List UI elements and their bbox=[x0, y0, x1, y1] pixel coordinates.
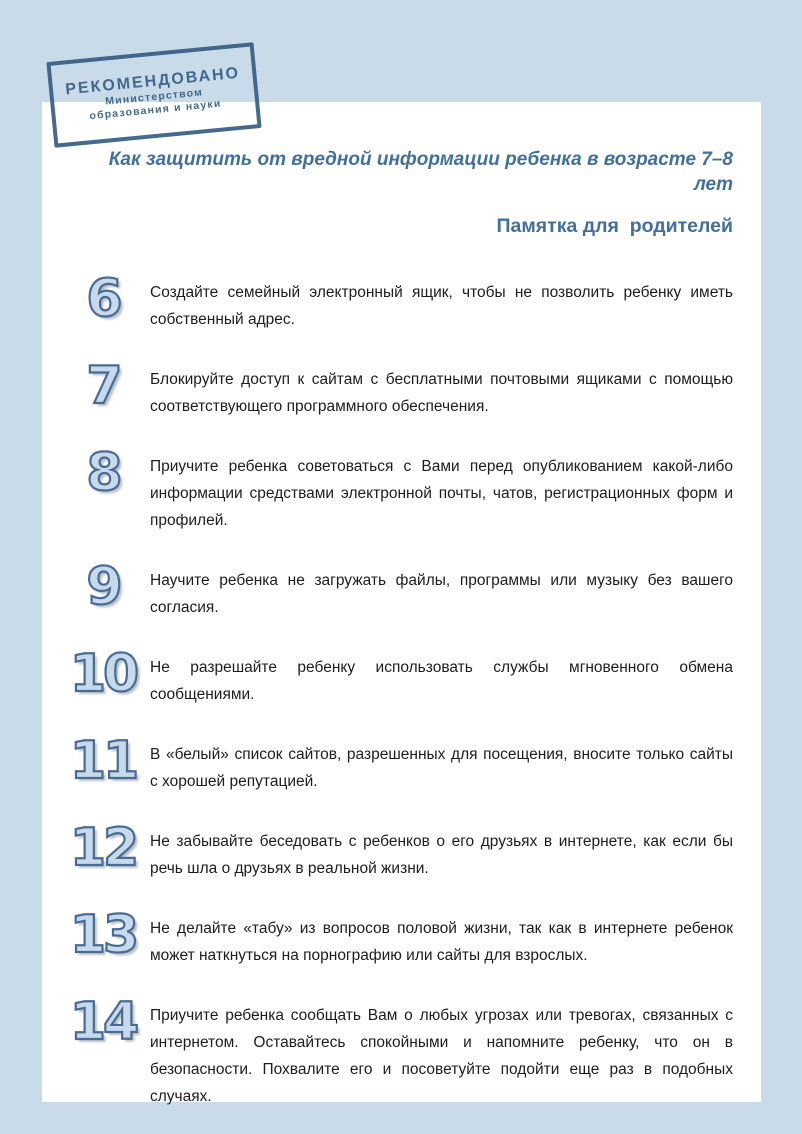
page-subtitle: Памятка для родителей bbox=[496, 215, 733, 238]
list-item: 7 Блокируйте доступ к сайтам с бесплатны… bbox=[66, 355, 733, 420]
item-text: Приучите ребенка советоваться с Вами пер… bbox=[150, 457, 733, 529]
list-item: 14 Приучите ребенка сообщать Вам о любых… bbox=[66, 991, 733, 1110]
item-number: 6 bbox=[85, 268, 123, 329]
item-text: Не забывайте беседовать с ребенков о его… bbox=[150, 832, 733, 877]
list-item: 11 В «белый» список сайтов, разрешенных … bbox=[66, 730, 733, 795]
item-number: 11 bbox=[69, 730, 141, 791]
item-text: Приучите ребенка сообщать Вам о любых уг… bbox=[150, 1006, 733, 1105]
list-item: 8 Приучите ребенка советоваться с Вами п… bbox=[66, 442, 733, 534]
list-item: 9 Научите ребенка не загружать файлы, пр… bbox=[66, 556, 733, 621]
list-item: 12 Не забывайте беседовать с ребенков о … bbox=[66, 817, 733, 882]
item-text: Научите ребенка не загружать файлы, прог… bbox=[150, 571, 733, 616]
content-card-inner: Как защитить от вредной информации ребен… bbox=[42, 102, 761, 1110]
item-text: Блокируйте доступ к сайтам с бесплатными… bbox=[150, 370, 733, 415]
item-number: 9 bbox=[85, 556, 123, 617]
item-number: 12 bbox=[69, 817, 141, 878]
item-text: Не делайте «табу» из вопросов половой жи… bbox=[150, 919, 733, 964]
content-card: Как защитить от вредной информации ребен… bbox=[42, 102, 761, 1105]
list-item: 10 Не разрешайте ребенку использовать сл… bbox=[66, 643, 733, 708]
item-text: В «белый» список сайтов, разрешенных для… bbox=[150, 745, 733, 790]
item-number: 13 bbox=[69, 904, 141, 965]
item-text: Создайте семейный электронный ящик, чтоб… bbox=[150, 283, 733, 328]
list-item: 13 Не делайте «табу» из вопросов половой… bbox=[66, 904, 733, 969]
item-text: Не разрешайте ребенку использовать служб… bbox=[150, 658, 733, 703]
item-number: 7 bbox=[85, 355, 123, 416]
item-number: 8 bbox=[85, 442, 123, 503]
page-title: Как защитить от вредной информации ребен… bbox=[108, 149, 733, 195]
advice-list: 6 Создайте семейный электронный ящик, чт… bbox=[66, 268, 733, 1110]
list-item: 6 Создайте семейный электронный ящик, чт… bbox=[66, 268, 733, 333]
item-number: 14 bbox=[69, 991, 141, 1052]
item-number: 10 bbox=[69, 643, 141, 704]
